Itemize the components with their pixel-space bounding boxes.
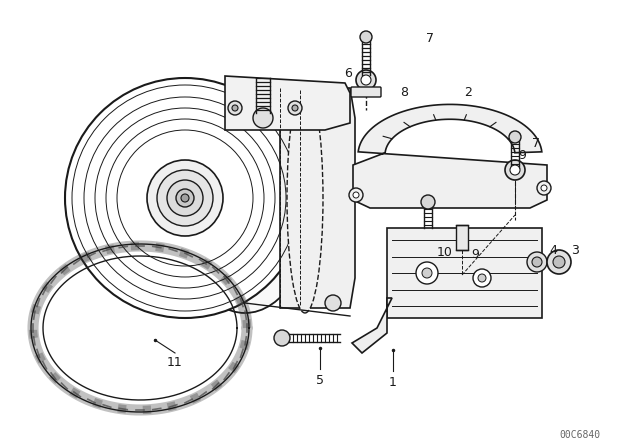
Text: 00C6840: 00C6840 (559, 430, 600, 440)
Circle shape (553, 256, 565, 268)
Circle shape (473, 269, 491, 287)
Ellipse shape (287, 83, 323, 313)
Circle shape (349, 188, 363, 202)
Circle shape (421, 195, 435, 209)
Text: 9: 9 (471, 249, 479, 262)
Circle shape (527, 252, 547, 272)
Circle shape (532, 257, 542, 267)
Circle shape (356, 70, 376, 90)
Circle shape (361, 75, 371, 85)
Circle shape (292, 105, 298, 111)
Circle shape (353, 192, 359, 198)
Text: 3: 3 (571, 244, 579, 257)
Text: 4: 4 (549, 244, 557, 257)
Circle shape (478, 274, 486, 282)
Circle shape (228, 101, 242, 115)
Circle shape (541, 185, 547, 191)
Text: 10: 10 (437, 246, 453, 258)
Circle shape (509, 131, 521, 143)
Circle shape (360, 31, 372, 43)
Circle shape (253, 108, 273, 128)
Text: 7: 7 (426, 31, 434, 44)
Text: 7: 7 (532, 137, 540, 150)
Polygon shape (225, 76, 350, 130)
Circle shape (274, 330, 290, 346)
Circle shape (157, 170, 213, 226)
Polygon shape (353, 104, 547, 208)
Polygon shape (280, 88, 355, 308)
Circle shape (176, 189, 194, 207)
Ellipse shape (175, 83, 315, 313)
Polygon shape (352, 298, 392, 353)
Text: 9: 9 (518, 148, 526, 161)
Bar (456, 225, 468, 250)
Circle shape (325, 295, 341, 311)
Text: 6: 6 (344, 66, 352, 79)
Circle shape (288, 101, 302, 115)
Circle shape (505, 160, 525, 180)
Circle shape (232, 105, 238, 111)
Circle shape (181, 194, 189, 202)
Text: 8: 8 (400, 86, 408, 99)
Circle shape (167, 180, 203, 216)
Circle shape (510, 165, 520, 175)
Circle shape (422, 268, 432, 278)
Circle shape (547, 250, 571, 274)
Text: 2: 2 (464, 86, 472, 99)
Circle shape (416, 262, 438, 284)
Bar (387, 228, 542, 318)
FancyBboxPatch shape (351, 87, 381, 97)
Circle shape (147, 160, 223, 236)
Circle shape (537, 181, 551, 195)
Text: 1: 1 (389, 375, 397, 388)
Circle shape (65, 78, 305, 318)
Text: 5: 5 (316, 374, 324, 387)
Text: 11: 11 (167, 357, 183, 370)
